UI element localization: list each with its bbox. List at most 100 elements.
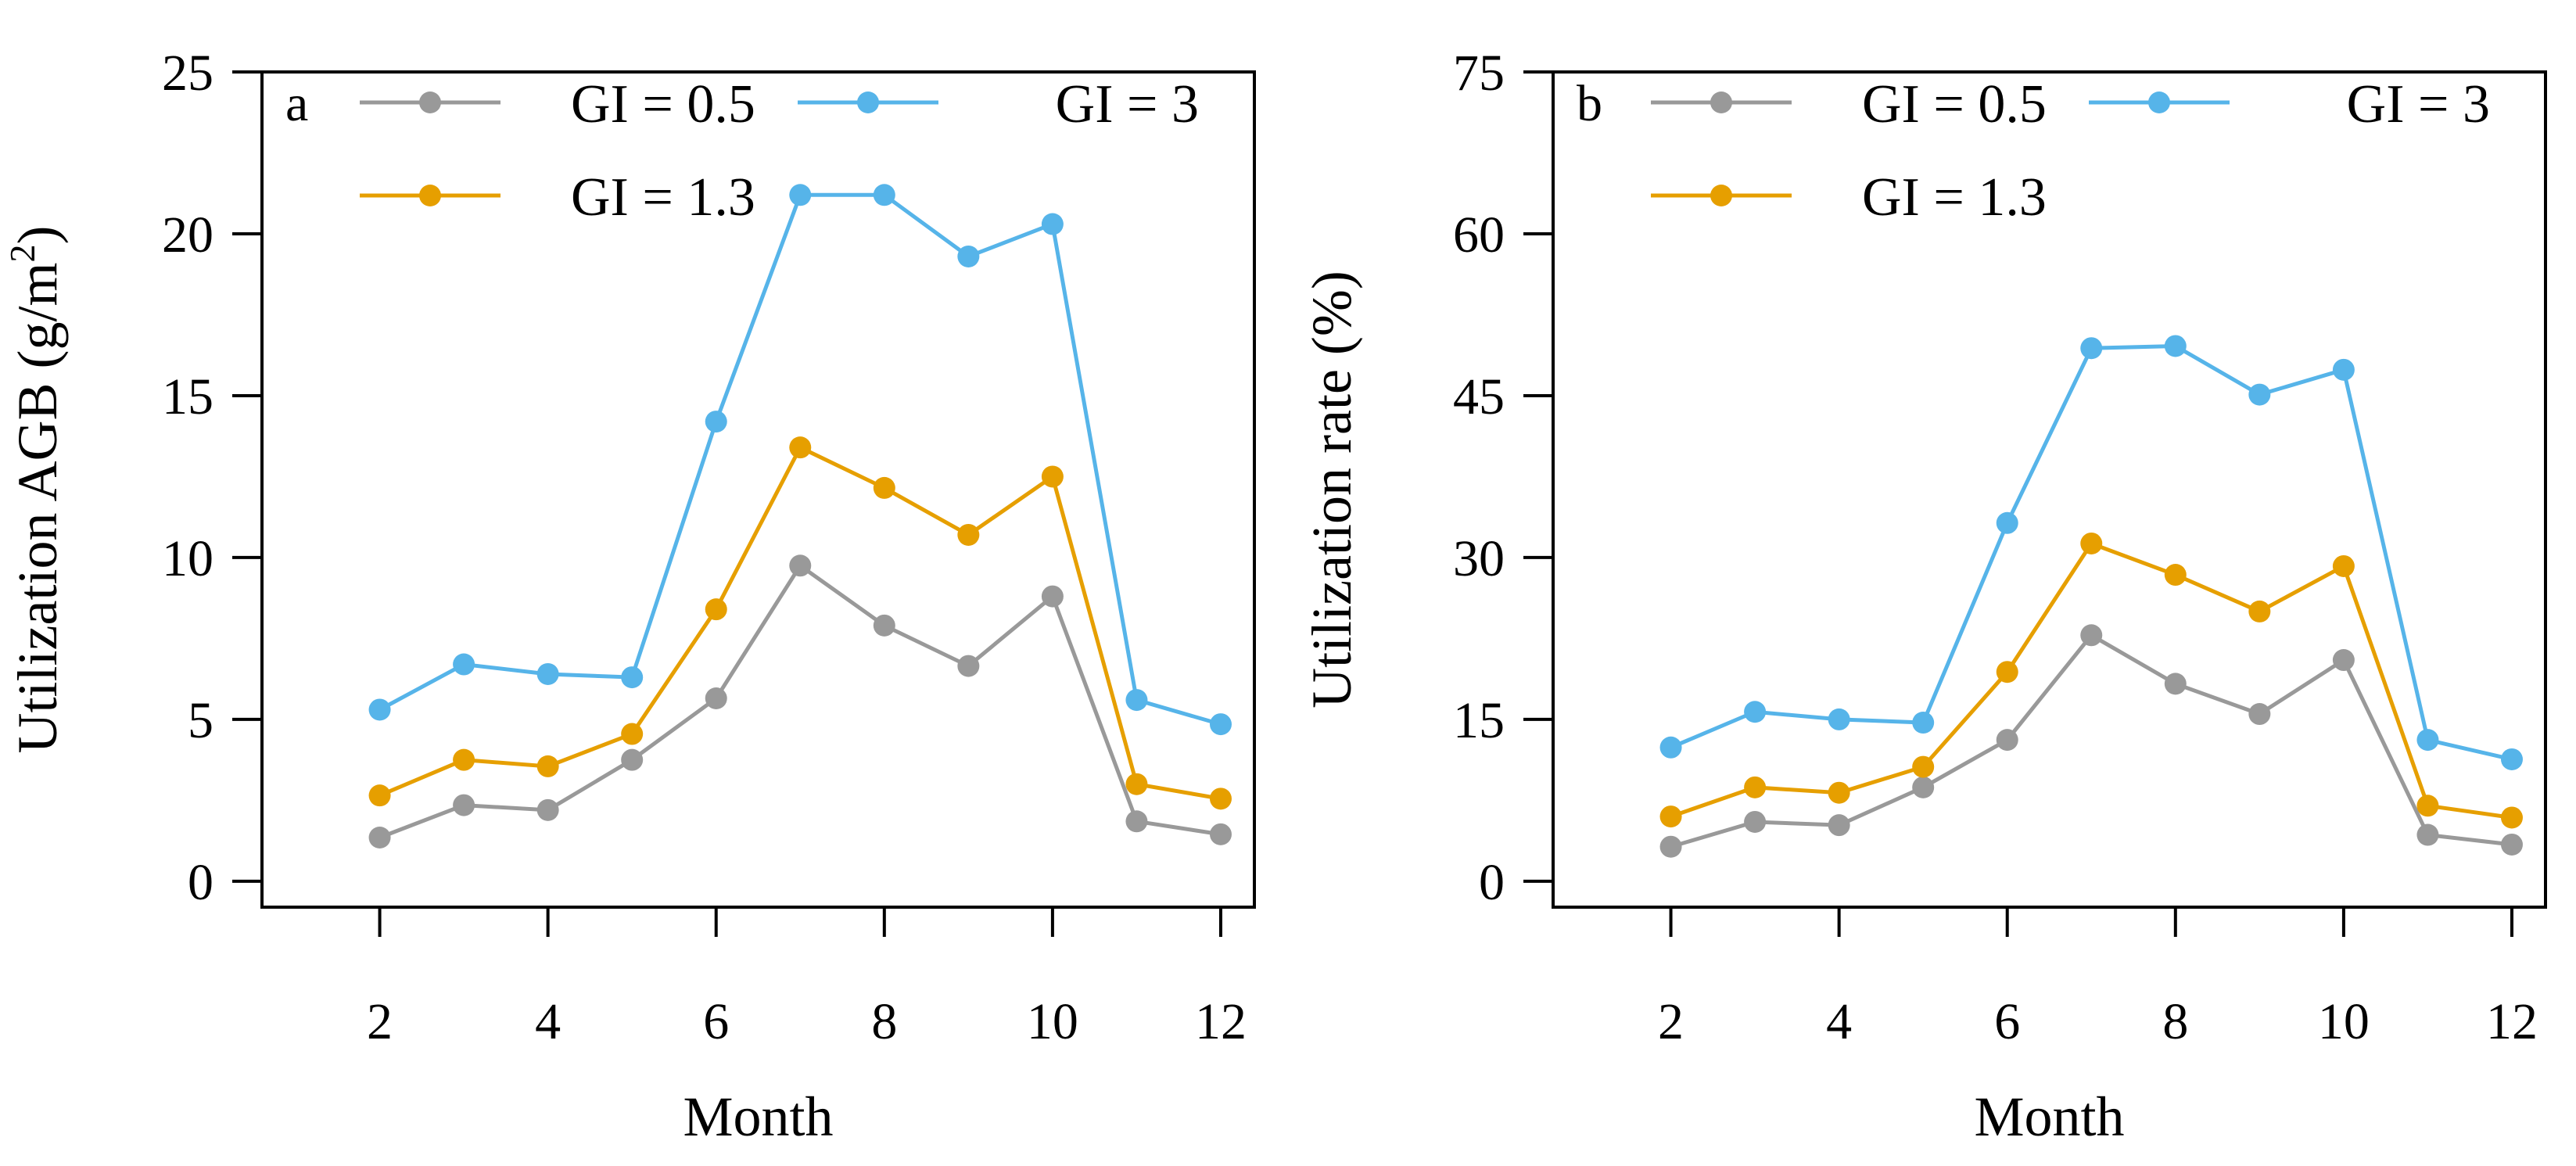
data-point xyxy=(957,523,980,546)
data-point xyxy=(2164,564,2187,587)
data-point xyxy=(1209,787,1232,810)
data-point xyxy=(705,598,727,621)
data-point xyxy=(957,245,980,267)
series-line xyxy=(1670,633,2513,849)
data-point xyxy=(1828,781,1850,804)
y-axis-title: Utilization rate (%) xyxy=(1301,271,1363,709)
data-point xyxy=(1041,213,1064,235)
x-tick-label: 12 xyxy=(1195,993,1247,1050)
y-tick-label: 10 xyxy=(162,530,213,587)
y-tick-label: 15 xyxy=(1453,692,1505,749)
data-point xyxy=(2248,703,2271,726)
panel-label: b xyxy=(1577,75,1602,132)
data-point xyxy=(1744,776,1767,798)
data-point xyxy=(621,723,644,745)
y-tick-label: 75 xyxy=(1453,45,1505,102)
data-point xyxy=(2164,335,2187,357)
legend: GI = 0.5 GI = 1.3 GI = 3 xyxy=(360,74,1199,228)
legend-marker xyxy=(419,185,441,206)
data-point xyxy=(2080,624,2103,647)
data-point xyxy=(957,655,980,677)
y-axis-title-main: Utilization rate (%) xyxy=(1301,271,1363,709)
data-point xyxy=(2416,795,2439,817)
x-tick-label: 10 xyxy=(2318,993,2370,1050)
data-point xyxy=(368,698,391,721)
y-axis-title-close: ) xyxy=(6,226,69,245)
data-point xyxy=(2332,649,2355,672)
data-point xyxy=(1659,805,1682,828)
y-tick-label: 30 xyxy=(1453,530,1505,587)
data-point xyxy=(705,411,727,433)
series-line xyxy=(1670,540,2513,820)
legend-marker xyxy=(1710,91,1732,113)
x-tick-label: 12 xyxy=(2486,993,2538,1050)
data-point xyxy=(2248,383,2271,406)
y-tick-label: 15 xyxy=(162,368,213,425)
series-gi-3 xyxy=(1659,335,2523,770)
x-axis-title: Month xyxy=(683,1085,833,1148)
data-point xyxy=(2416,729,2439,752)
x-tick-label: 2 xyxy=(367,993,393,1050)
data-point xyxy=(536,662,559,685)
data-point xyxy=(2164,673,2187,695)
data-point xyxy=(1125,810,1148,833)
x-tick-label: 6 xyxy=(1994,993,2020,1050)
data-point xyxy=(1041,465,1064,488)
y-tick-label: 0 xyxy=(188,854,213,911)
legend-label: GI = 0.5 xyxy=(1862,74,2047,135)
x-axis-title: Month xyxy=(1974,1085,2124,1148)
legend-marker xyxy=(419,91,441,113)
x-tick-label: 4 xyxy=(1826,993,1852,1050)
data-point xyxy=(2080,532,2103,554)
data-point xyxy=(2332,554,2355,577)
y-tick-label: 0 xyxy=(1479,854,1505,911)
data-point xyxy=(453,748,475,771)
data-point xyxy=(1996,729,2018,752)
x-tick-label: 10 xyxy=(1027,993,1078,1050)
y-tick-label: 20 xyxy=(162,206,213,264)
legend-label: GI = 0.5 xyxy=(571,74,755,135)
x-tick-label: 8 xyxy=(2162,993,2188,1050)
data-point xyxy=(1996,511,2018,534)
data-point xyxy=(2080,337,2103,360)
data-point xyxy=(1125,773,1148,795)
y-tick-label: 5 xyxy=(188,692,213,749)
legend-marker xyxy=(1710,185,1732,206)
plot-frame xyxy=(1552,70,2547,909)
series-line xyxy=(379,562,1222,840)
panel-label: a xyxy=(285,75,308,132)
data-point xyxy=(1912,712,1935,734)
legend-label: GI = 1.3 xyxy=(571,167,755,228)
data-point xyxy=(1744,701,1767,723)
series-line xyxy=(379,192,1222,727)
series-gi-0-5 xyxy=(1659,624,2523,858)
y-tick-label: 45 xyxy=(1453,368,1505,425)
data-point xyxy=(2332,358,2355,381)
data-point xyxy=(1041,585,1064,608)
series-gi-3 xyxy=(368,184,1232,736)
data-point xyxy=(873,614,895,637)
data-point xyxy=(536,798,559,821)
legend-marker xyxy=(857,91,879,113)
data-point xyxy=(621,748,644,771)
data-point xyxy=(1209,823,1232,845)
series-gi-0-5 xyxy=(368,554,1232,848)
chart-panel-b: 0 15 30 45 60 75 2 4 6 8 10 12 Month Utilization rate… xyxy=(1301,45,2547,1148)
legend: GI = 0.5 GI = 1.3 GI = 3 xyxy=(1651,74,2490,228)
data-point xyxy=(621,666,644,689)
data-point xyxy=(1912,755,1935,778)
plot-frame xyxy=(260,70,1256,909)
data-point xyxy=(453,794,475,816)
y-tick-label: 60 xyxy=(1453,206,1505,264)
data-point xyxy=(368,827,391,848)
y-axis-title: Utilization AGB (g/m2) xyxy=(2,226,69,754)
x-tick-label: 2 xyxy=(1658,993,1684,1050)
data-point xyxy=(453,653,475,676)
data-point xyxy=(2248,600,2271,622)
data-point xyxy=(789,554,812,577)
series-line xyxy=(379,444,1222,801)
data-point xyxy=(789,184,812,206)
data-point xyxy=(1744,810,1767,833)
data-point xyxy=(1996,661,2018,683)
